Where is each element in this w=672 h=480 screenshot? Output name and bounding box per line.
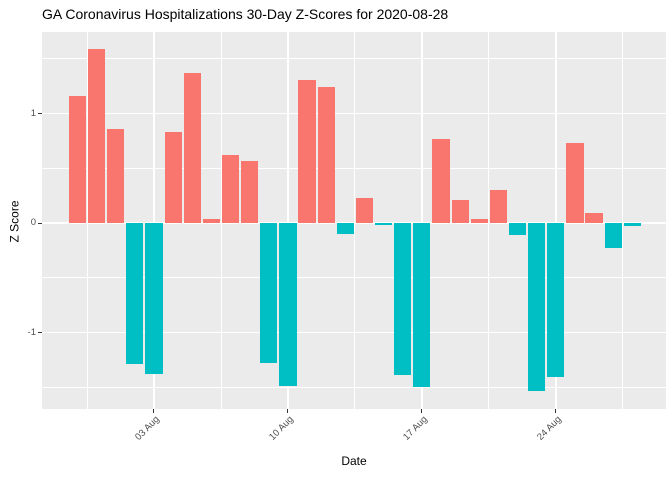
chart-title: GA Coronavirus Hospitalizations 30-Day Z… xyxy=(42,6,449,22)
gridline-minor-h xyxy=(42,167,666,169)
bar-positive xyxy=(317,87,335,223)
bar-positive xyxy=(585,213,603,223)
bar-positive xyxy=(107,128,125,223)
gridline-minor-v xyxy=(220,32,222,409)
bar-negative xyxy=(126,223,144,365)
bar-positive xyxy=(202,218,220,223)
gridline-minor-v xyxy=(86,32,88,409)
bar-positive xyxy=(566,143,584,223)
bar-negative xyxy=(260,223,278,364)
bar-positive xyxy=(298,79,316,223)
gridline-minor-h xyxy=(42,58,666,60)
y-tick-mark xyxy=(38,332,42,333)
gridline-minor-v xyxy=(488,32,490,409)
y-tick-label: -1 xyxy=(27,326,36,338)
y-tick-label: 1 xyxy=(30,107,36,119)
bar-negative xyxy=(604,223,622,249)
gridline-minor-v xyxy=(622,32,624,409)
gridline-major-h xyxy=(42,112,666,115)
bar-positive xyxy=(355,197,374,223)
gridline-major-v xyxy=(421,32,423,409)
bar-negative xyxy=(413,223,431,388)
y-axis-title: Z Score xyxy=(7,200,22,243)
gridline-minor-v xyxy=(354,32,356,409)
bar-negative xyxy=(145,223,163,375)
gridline-major-v xyxy=(287,32,289,409)
gridline-minor-h xyxy=(42,277,666,279)
bar-negative xyxy=(279,223,297,387)
gridline-minor-h xyxy=(42,386,666,388)
gridline-major-v xyxy=(153,32,155,409)
bar-positive xyxy=(68,95,87,223)
bar-negative xyxy=(394,223,412,376)
bar-positive xyxy=(470,218,488,223)
bar-negative xyxy=(623,223,641,227)
gridline-major-h xyxy=(42,331,666,334)
y-tick-mark xyxy=(38,222,42,224)
bar-negative xyxy=(508,223,527,236)
bar-positive xyxy=(241,160,259,223)
plot-panel xyxy=(42,32,666,409)
bar-positive xyxy=(221,155,240,223)
gridline-major-v xyxy=(555,32,557,409)
x-tick-mark xyxy=(555,409,557,413)
x-axis-title: Date xyxy=(341,454,367,468)
y-tick-label: 0 xyxy=(30,217,36,228)
y-tick-mark xyxy=(38,113,42,114)
bar-positive xyxy=(183,72,201,223)
bar-positive xyxy=(164,132,182,223)
x-tick-mark xyxy=(153,409,155,413)
bar-positive xyxy=(489,190,507,223)
bar-positive xyxy=(451,200,469,223)
x-tick-mark xyxy=(287,409,289,413)
bar-negative xyxy=(547,223,565,378)
bar-negative xyxy=(375,223,393,226)
bar-negative xyxy=(528,223,546,391)
x-tick-mark xyxy=(421,409,423,413)
gridline-major-h xyxy=(42,222,666,224)
bar-positive xyxy=(432,138,450,223)
bar-positive xyxy=(87,48,106,223)
bar-negative xyxy=(336,223,354,234)
